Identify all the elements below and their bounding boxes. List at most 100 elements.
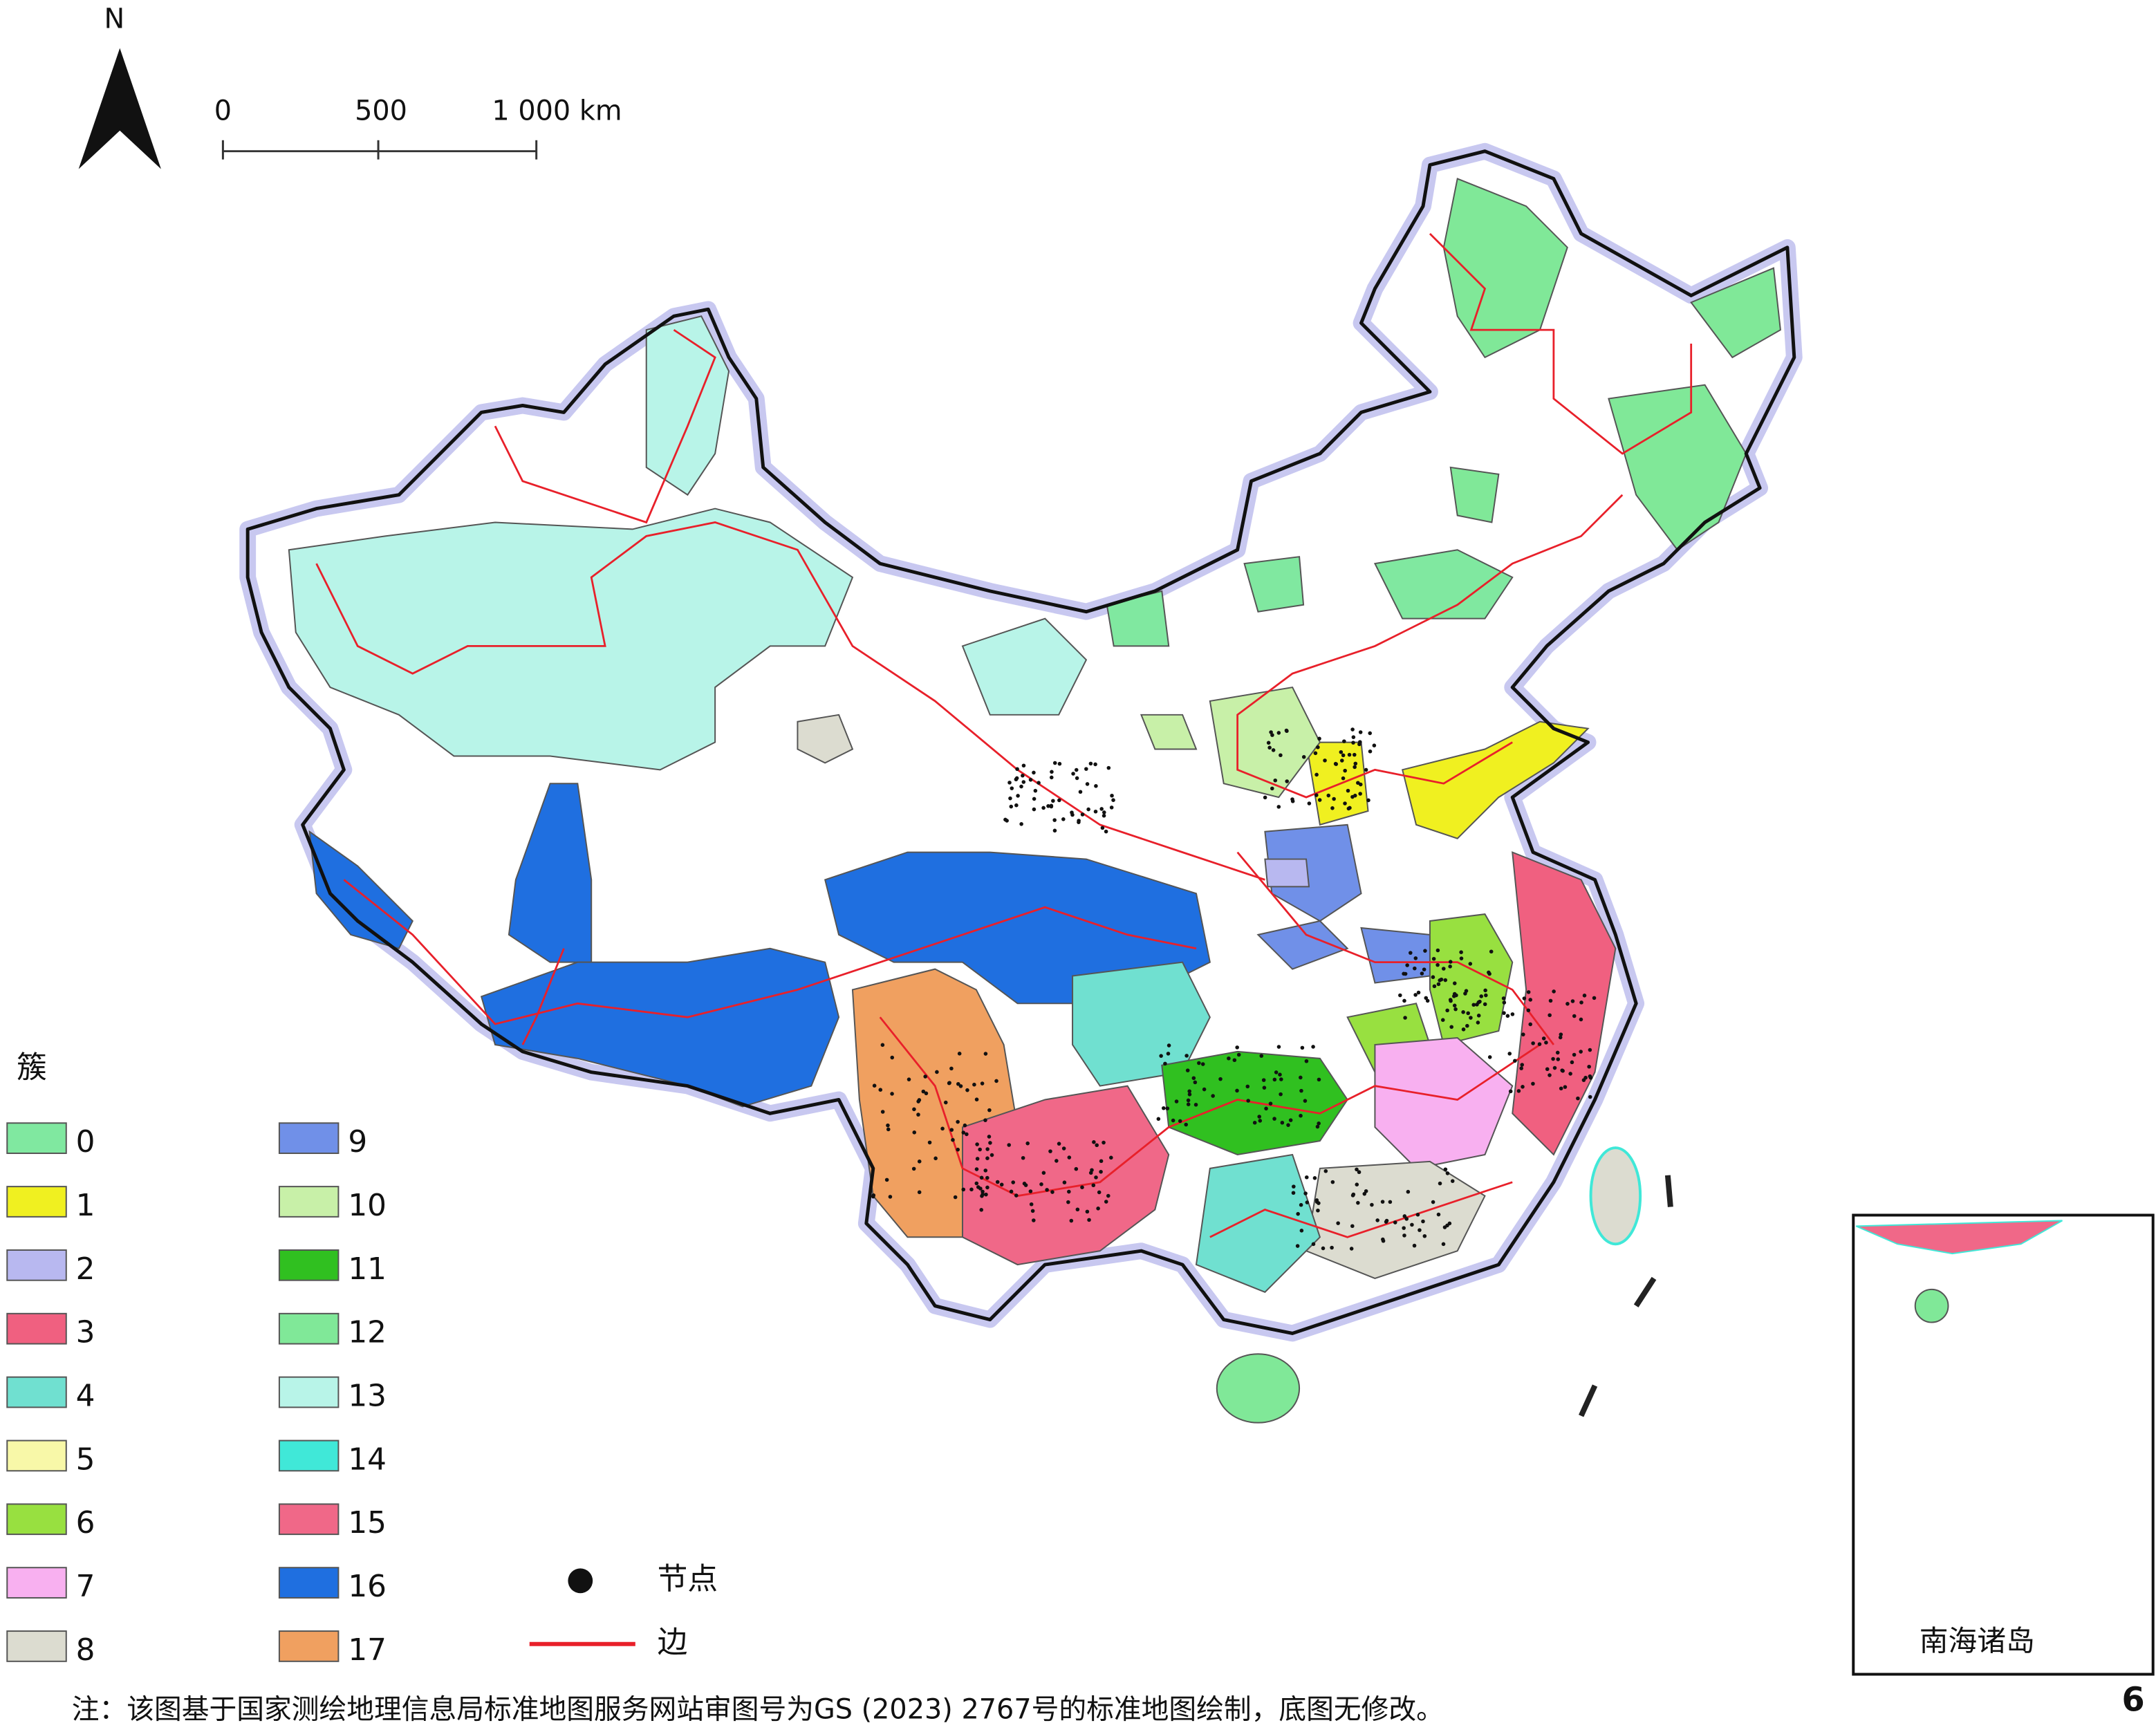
node — [1380, 1200, 1385, 1204]
node — [1086, 807, 1090, 812]
node — [1565, 1002, 1570, 1006]
node — [949, 1066, 954, 1071]
node — [956, 1081, 960, 1086]
node — [1174, 1099, 1179, 1104]
node — [1370, 1202, 1374, 1207]
node — [1094, 784, 1098, 788]
node — [1443, 978, 1448, 983]
node — [1049, 803, 1054, 808]
node — [1350, 1193, 1355, 1198]
legend-label: 5 — [76, 1442, 95, 1477]
node — [1009, 1189, 1014, 1194]
node-symbol — [568, 1568, 593, 1594]
node — [1290, 799, 1295, 803]
node — [1301, 755, 1306, 759]
node — [1278, 1072, 1282, 1077]
node — [1202, 1087, 1207, 1092]
edge — [521, 948, 565, 1045]
node — [1413, 966, 1417, 971]
node — [1252, 1120, 1257, 1125]
node — [1403, 1016, 1407, 1020]
node — [872, 1083, 877, 1088]
node — [987, 1135, 992, 1139]
node — [1099, 1169, 1103, 1174]
node — [1272, 1117, 1276, 1121]
node — [1080, 812, 1085, 817]
node — [978, 1186, 983, 1191]
node — [1516, 1089, 1521, 1093]
node — [1061, 817, 1066, 821]
node — [1579, 1000, 1583, 1005]
node — [1435, 948, 1440, 953]
node — [965, 1132, 969, 1137]
node — [907, 1077, 911, 1081]
node — [1581, 1078, 1586, 1082]
node — [1366, 798, 1370, 803]
node — [1232, 1058, 1237, 1063]
node — [1062, 1180, 1067, 1184]
node — [981, 1189, 985, 1194]
node — [1019, 784, 1023, 789]
node — [1416, 990, 1421, 995]
node — [916, 1099, 920, 1104]
node — [1279, 1077, 1283, 1081]
node — [1513, 1059, 1517, 1063]
node — [995, 1180, 1000, 1184]
node — [1479, 994, 1484, 998]
node — [912, 1107, 916, 1112]
node — [1273, 778, 1278, 783]
edge — [494, 328, 716, 524]
legend-label: 7 — [76, 1569, 95, 1604]
node — [1510, 1012, 1515, 1016]
nodes — [871, 727, 1597, 1251]
node — [1476, 1021, 1480, 1025]
node — [1507, 1052, 1512, 1056]
regions — [288, 178, 1781, 1293]
node — [1413, 956, 1418, 960]
node — [1548, 1013, 1552, 1018]
legend-swatch — [6, 1630, 67, 1662]
node — [980, 1194, 984, 1198]
node — [1008, 796, 1012, 801]
node — [871, 1193, 876, 1198]
node — [933, 1156, 938, 1161]
node — [1197, 1061, 1201, 1065]
node — [1167, 1043, 1171, 1047]
node — [1312, 1176, 1317, 1180]
node — [1266, 741, 1271, 745]
region — [1401, 720, 1590, 839]
node — [1330, 1245, 1334, 1250]
node — [1476, 1000, 1481, 1005]
node — [1299, 1088, 1303, 1093]
inset-island — [1914, 1288, 1949, 1323]
node — [1163, 1061, 1167, 1066]
node — [1245, 1084, 1250, 1089]
node — [1307, 801, 1312, 806]
node — [1587, 1064, 1591, 1069]
legend-title: 簇 — [17, 1050, 47, 1086]
node — [1067, 1155, 1072, 1160]
node — [1333, 761, 1338, 766]
node — [1264, 1106, 1268, 1111]
node — [1276, 1045, 1281, 1049]
node — [1049, 775, 1054, 780]
node — [943, 1100, 948, 1105]
node — [1075, 1207, 1080, 1212]
node — [1178, 1119, 1182, 1124]
region — [645, 315, 730, 496]
node — [1465, 1023, 1469, 1028]
node — [1520, 1063, 1525, 1067]
node — [1102, 1140, 1106, 1145]
node — [1548, 1073, 1552, 1077]
node — [1402, 1233, 1406, 1238]
node — [957, 1052, 962, 1056]
region — [1449, 466, 1500, 523]
node — [1010, 786, 1014, 790]
node — [989, 1153, 994, 1157]
edge — [1429, 232, 1693, 455]
node — [1537, 1042, 1542, 1046]
node — [1268, 1101, 1273, 1106]
edge — [1236, 494, 1624, 799]
node — [1078, 790, 1083, 794]
node — [1014, 803, 1019, 808]
